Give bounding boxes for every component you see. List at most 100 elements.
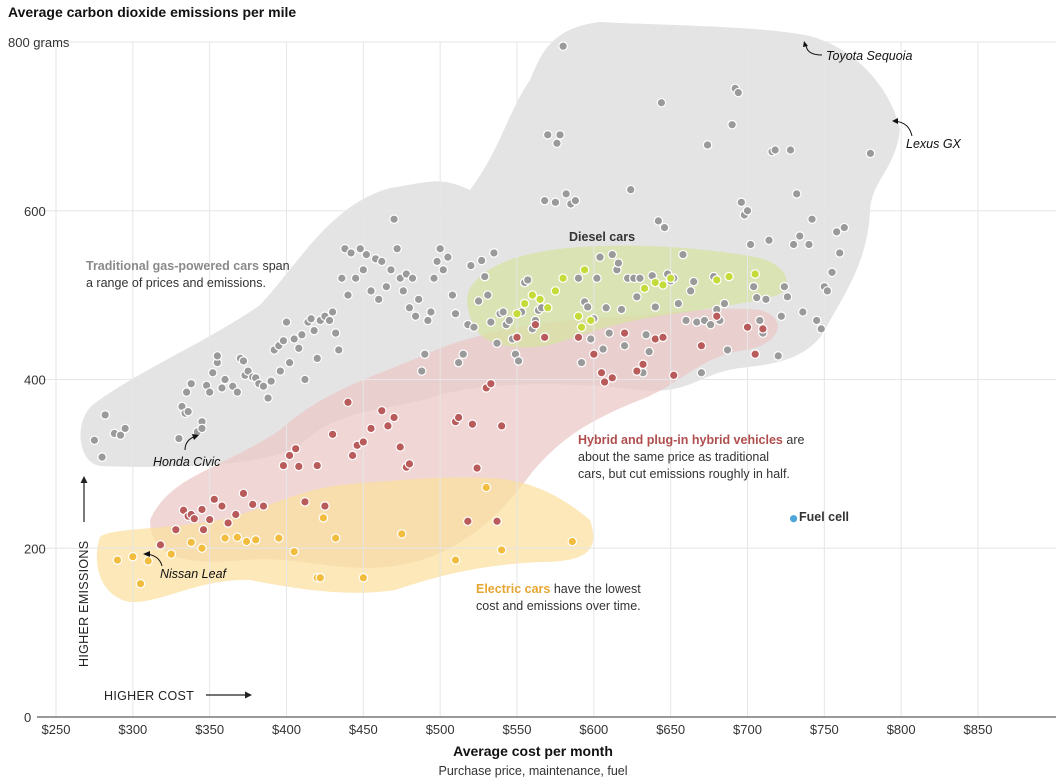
data-point bbox=[596, 367, 607, 378]
data-point bbox=[550, 197, 561, 208]
data-point bbox=[750, 269, 760, 279]
data-point bbox=[366, 286, 376, 296]
data-point bbox=[754, 315, 765, 326]
data-point bbox=[330, 328, 341, 338]
data-point bbox=[197, 543, 207, 554]
data-point bbox=[479, 271, 490, 282]
data-point bbox=[469, 322, 479, 332]
data-point bbox=[542, 130, 553, 140]
data-point bbox=[486, 378, 496, 389]
data-point bbox=[220, 533, 230, 543]
data-point bbox=[567, 536, 578, 547]
data-point bbox=[290, 443, 301, 454]
data-point bbox=[223, 518, 233, 528]
data-point bbox=[639, 283, 650, 294]
hybrid-annotation-line1: Hybrid and plug-in hybrid vehicles are bbox=[578, 433, 804, 447]
data-point bbox=[691, 317, 702, 327]
data-point bbox=[212, 351, 223, 361]
data-point bbox=[423, 315, 433, 326]
data-point bbox=[816, 324, 827, 334]
data-point bbox=[632, 292, 642, 302]
data-point bbox=[396, 529, 407, 539]
data-point bbox=[561, 189, 571, 199]
data-point bbox=[376, 405, 387, 416]
data-point bbox=[209, 494, 220, 505]
data-point bbox=[247, 499, 258, 510]
data-point bbox=[376, 256, 387, 267]
data-point bbox=[355, 243, 366, 254]
data-point bbox=[174, 433, 184, 444]
data-point bbox=[513, 356, 524, 366]
data-point bbox=[453, 357, 464, 368]
diesel-annotation-title: Diesel cars bbox=[569, 230, 635, 244]
data-point bbox=[197, 504, 207, 515]
data-point bbox=[616, 304, 627, 315]
data-point bbox=[595, 252, 605, 262]
higher-cost-label: HIGHER COST bbox=[104, 689, 194, 703]
label-lexus-gx: Lexus GX bbox=[906, 137, 962, 151]
data-point bbox=[719, 298, 730, 309]
data-point bbox=[472, 463, 482, 473]
data-point bbox=[535, 294, 545, 305]
data-point bbox=[750, 349, 760, 359]
data-point bbox=[619, 340, 630, 351]
data-point bbox=[831, 227, 842, 237]
data-point bbox=[330, 533, 341, 543]
data-point bbox=[293, 461, 304, 472]
data-point bbox=[839, 222, 850, 233]
data-point bbox=[230, 509, 241, 520]
data-point bbox=[426, 307, 436, 317]
x-tick-label: $250 bbox=[42, 722, 71, 737]
data-point bbox=[483, 290, 493, 300]
data-point bbox=[383, 421, 393, 431]
series-fuel-cell bbox=[788, 513, 799, 524]
data-point bbox=[764, 235, 774, 246]
series-electric-cars bbox=[112, 482, 578, 589]
data-point bbox=[404, 302, 415, 313]
data-point bbox=[266, 376, 276, 386]
gas-annotation-line1: Traditional gas-powered cars span bbox=[86, 259, 290, 273]
data-point bbox=[186, 537, 197, 548]
data-point bbox=[570, 195, 581, 206]
data-point bbox=[696, 367, 707, 378]
data-point bbox=[361, 249, 372, 260]
data-point bbox=[489, 248, 499, 258]
x-tick-label: $300 bbox=[118, 722, 147, 737]
data-point bbox=[798, 307, 808, 317]
gas-annotation-line2: a range of prices and emissions. bbox=[86, 276, 266, 290]
data-point bbox=[834, 248, 845, 258]
data-point bbox=[865, 148, 876, 159]
data-point bbox=[658, 280, 668, 290]
data-point bbox=[530, 319, 541, 330]
data-point bbox=[238, 488, 249, 499]
data-point bbox=[315, 572, 326, 583]
data-point bbox=[576, 357, 587, 368]
data-point bbox=[481, 482, 492, 493]
data-point bbox=[293, 343, 304, 354]
electric-annotation-line1: Electric cars have the lowest bbox=[476, 582, 641, 596]
gas-annotation-rest: span bbox=[259, 259, 290, 273]
hybrid-annotation-rest: are bbox=[783, 433, 805, 447]
y-tick-label: 600 bbox=[24, 204, 46, 219]
data-point bbox=[638, 359, 648, 370]
data-point bbox=[498, 307, 508, 317]
data-point bbox=[573, 332, 584, 343]
data-point bbox=[155, 540, 166, 550]
data-point bbox=[599, 377, 610, 387]
data-point bbox=[258, 381, 269, 392]
data-point bbox=[320, 501, 330, 511]
data-point bbox=[722, 345, 733, 355]
data-point bbox=[539, 332, 550, 343]
data-point bbox=[258, 501, 269, 511]
data-point bbox=[486, 317, 496, 327]
data-point bbox=[346, 248, 356, 258]
data-point bbox=[300, 497, 310, 507]
y-axis-top-label: 800 grams bbox=[8, 35, 70, 50]
y-tick-label: 0 bbox=[24, 710, 31, 725]
data-point bbox=[522, 275, 533, 285]
data-point bbox=[650, 334, 661, 344]
data-point bbox=[601, 302, 611, 313]
data-point bbox=[197, 423, 207, 434]
data-point bbox=[404, 459, 415, 469]
